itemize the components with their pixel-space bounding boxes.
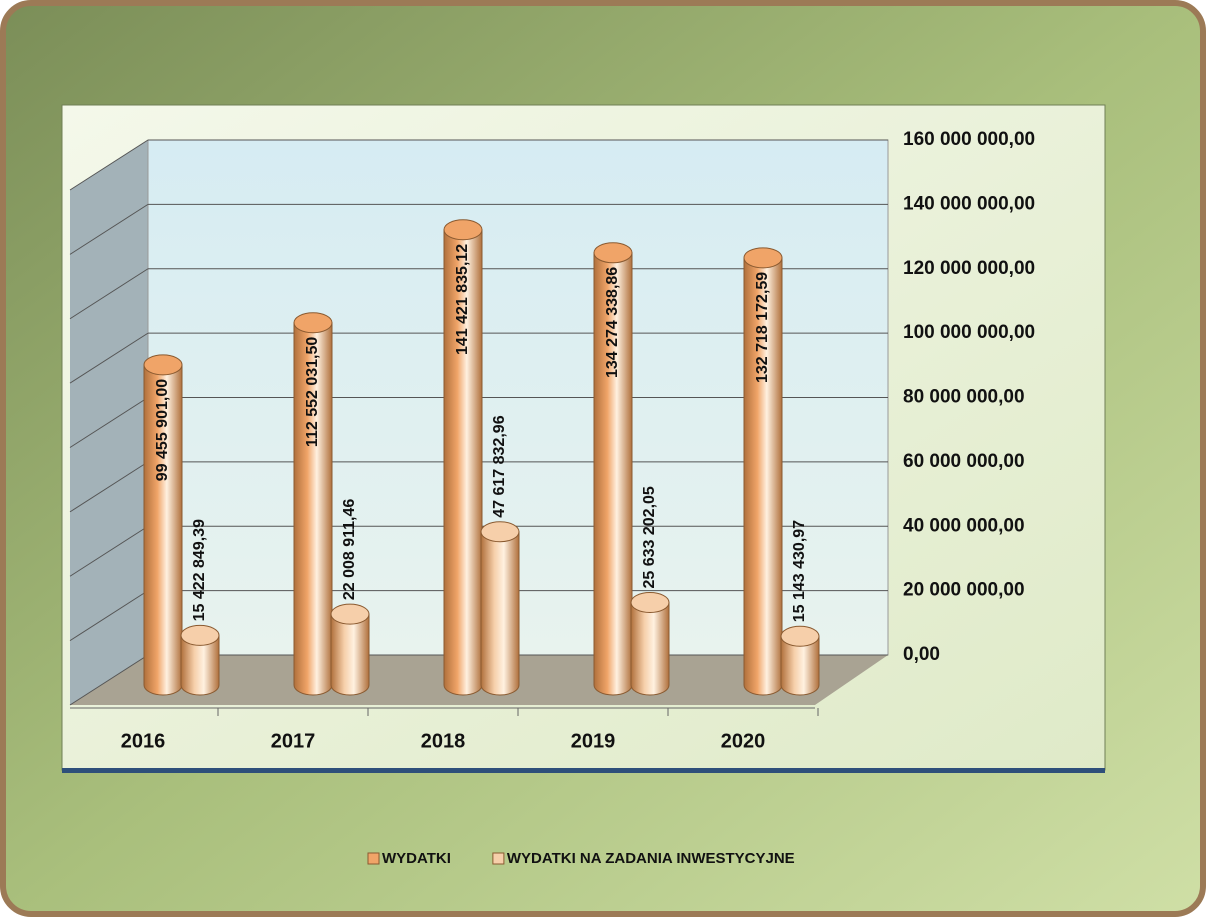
bar-top xyxy=(630,591,670,613)
bar-top xyxy=(180,624,220,646)
grid-line xyxy=(69,268,149,320)
x-tick-label: 2018 xyxy=(421,730,466,752)
y-tick-label: 120 000 000,00 xyxy=(903,258,1035,279)
bar-top xyxy=(780,625,820,647)
x-tick-label: 2019 xyxy=(571,730,616,752)
data-label: 47 617 832,96 xyxy=(491,415,508,517)
bar xyxy=(330,613,370,696)
legend-label: WYDATKI NA ZADANIA INWESTYCYJNE xyxy=(507,850,795,867)
legend-label: WYDATKI xyxy=(382,850,451,867)
bar-top xyxy=(143,354,183,376)
y-tick-label: 80 000 000,00 xyxy=(903,387,1025,408)
data-label: 15 143 430,97 xyxy=(791,520,808,622)
x-tick-label: 2017 xyxy=(271,730,316,752)
y-tick-label: 40 000 000,00 xyxy=(903,515,1025,536)
y-tick-label: 20 000 000,00 xyxy=(903,580,1025,601)
data-label: 25 633 202,05 xyxy=(641,486,658,588)
data-label: 15 422 849,39 xyxy=(191,519,208,621)
grid-line xyxy=(69,654,149,706)
bar xyxy=(180,634,220,696)
bar xyxy=(480,531,520,696)
data-label: 112 552 031,50 xyxy=(304,337,321,447)
bar xyxy=(630,601,670,696)
grid-line xyxy=(69,203,149,255)
grid-line xyxy=(69,590,149,642)
bar-top xyxy=(293,312,333,334)
legend-swatch xyxy=(367,852,380,865)
grid-line xyxy=(69,397,149,448)
bar-top xyxy=(593,242,633,264)
x-tick-label: 2016 xyxy=(121,730,166,752)
data-label: 134 274 338,86 xyxy=(604,267,621,378)
y-tick-label: 160 000 000,00 xyxy=(903,129,1035,150)
bar-top xyxy=(480,521,520,543)
grid-line xyxy=(69,525,149,577)
data-label: 141 421 835,12 xyxy=(454,244,471,355)
y-tick-label: 60 000 000,00 xyxy=(903,451,1025,472)
y-tick-label: 100 000 000,00 xyxy=(903,322,1035,343)
data-label: 99 455 901,00 xyxy=(154,379,171,481)
x-tick-label: 2020 xyxy=(721,730,766,752)
bar xyxy=(780,635,820,696)
plot-shadow xyxy=(62,768,1105,773)
y-tick-label: 140 000 000,00 xyxy=(903,193,1035,214)
bar-top xyxy=(443,219,483,241)
data-label: 22 008 911,46 xyxy=(341,499,358,601)
legend-swatch xyxy=(492,852,505,865)
y-tick-label: 0,00 xyxy=(903,644,940,665)
data-label: 132 718 172,59 xyxy=(754,272,771,383)
bar-top xyxy=(743,247,783,269)
grid-line xyxy=(69,461,149,513)
grid-line xyxy=(69,332,149,384)
grid-line xyxy=(69,139,149,191)
bar-top xyxy=(330,603,370,625)
